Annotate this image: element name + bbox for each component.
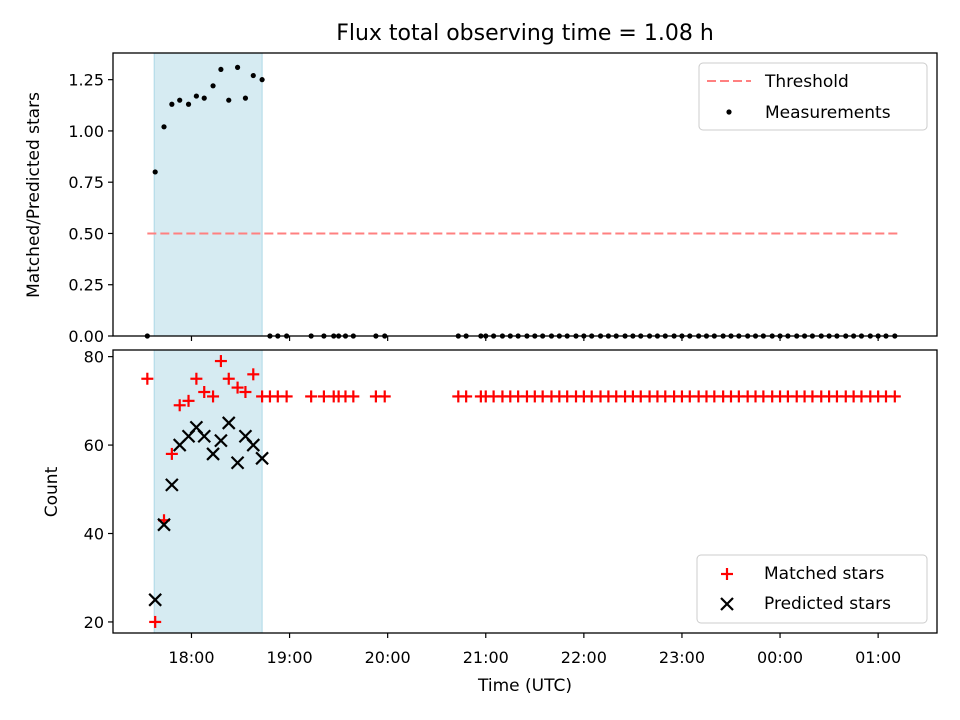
- bottom-y-tick-label: 80: [84, 348, 104, 367]
- top-legend: Threshold Measurements: [698, 62, 928, 131]
- predicted-star-point: [214, 433, 228, 448]
- predicted-star-point: [197, 429, 212, 444]
- matched-star-point: [190, 372, 203, 385]
- bottom-panel: 20 40 60 80 18:00 19:00 20:00 21:00 22:00 23:00 0…: [42, 348, 938, 696]
- bottom-y-tick-label: 20: [84, 613, 104, 632]
- predicted-star-point: [165, 478, 179, 492]
- top-y-tick-label: 0.00: [68, 327, 104, 346]
- matched-stars-points: [141, 355, 901, 628]
- measurement-point: [152, 169, 158, 175]
- predicted-star-point: [206, 447, 220, 461]
- bottom-y-tick-label: 60: [84, 436, 104, 455]
- measurement-point: [185, 101, 192, 107]
- matched-star-point: [888, 390, 901, 403]
- matched-star-point: [222, 372, 235, 385]
- bottom-plot-frame: [112, 349, 938, 634]
- legend-matched-swatch: [721, 568, 733, 580]
- legend-measurements-swatch: [726, 109, 732, 115]
- measurement-point: [177, 97, 183, 103]
- measurement-point: [226, 97, 232, 103]
- matched-star-point: [239, 386, 252, 399]
- matched-star-point: [165, 447, 178, 460]
- bottom-x-tick-label: 00:00: [757, 648, 803, 667]
- predicted-star-point: [221, 416, 236, 430]
- matched-star-point: [247, 368, 260, 381]
- measurement-point: [259, 77, 265, 83]
- bottom-x-tick-label: 23:00: [659, 648, 705, 667]
- top-y-tick-label: 0.25: [68, 276, 104, 295]
- bottom-x-tick-label: 20:00: [365, 648, 411, 667]
- bottom-x-tick-label: 19:00: [267, 648, 313, 667]
- matched-star-point: [141, 372, 154, 385]
- measurement-point: [161, 124, 167, 130]
- matched-star-point: [305, 390, 318, 403]
- measurement-point: [193, 93, 199, 99]
- matched-star-point: [231, 381, 244, 394]
- top-y-axis-ticks: 0.00 0.25 0.50 0.75 1.00 1.25: [68, 71, 113, 346]
- measurement-point: [201, 95, 207, 101]
- predicted-stars-points: [148, 416, 269, 607]
- x-axis-label: Time (UTC): [477, 676, 572, 696]
- top-plot-frame: [112, 52, 938, 337]
- predicted-star-point: [246, 438, 261, 452]
- matched-star-point: [378, 390, 391, 403]
- matched-star-point: [460, 390, 473, 403]
- top-legend-box: [698, 62, 928, 131]
- measurement-point: [210, 83, 216, 89]
- predicted-star-point: [157, 517, 171, 532]
- bottom-y-axis-ticks: 20 40 60 80: [84, 348, 113, 632]
- bottom-x-tick-label: 22:00: [561, 648, 607, 667]
- top-y-tick-label: 1.25: [68, 71, 104, 90]
- legend-threshold-label: Threshold: [764, 72, 849, 92]
- predicted-star-point: [148, 593, 162, 607]
- legend-predicted-swatch: [720, 597, 734, 611]
- bottom-x-axis-ticks: 18:00 19:00 20:00 21:00 22:00 23:00 00:00 01:00: [168, 633, 901, 667]
- legend-measurements-label: Measurements: [765, 103, 891, 123]
- bottom-y-tick-label: 40: [84, 525, 104, 544]
- matched-star-point: [214, 355, 227, 368]
- bottom-x-tick-label: 01:00: [855, 648, 901, 667]
- measurement-point: [242, 95, 249, 101]
- matched-star-point: [280, 390, 293, 403]
- bottom-legend: Matched stars Predicted stars: [696, 554, 928, 624]
- bottom-x-tick-label: 18:00: [168, 648, 214, 667]
- bottom-legend-box: [696, 554, 928, 624]
- matched-star-point: [198, 386, 211, 399]
- predicted-star-point: [255, 451, 269, 466]
- top-y-axis-label: Matched/Predicted stars: [24, 92, 44, 298]
- top-y-tick-label: 1.00: [68, 122, 104, 141]
- predicted-star-point: [230, 455, 245, 470]
- matched-star-point: [347, 390, 360, 403]
- top-x-axis-ticks: [190, 336, 879, 341]
- legend-matched-label: Matched stars: [764, 564, 884, 584]
- measurement-point: [234, 64, 241, 70]
- top-shaded-span: [153, 52, 263, 337]
- matched-star-point: [182, 394, 195, 407]
- measurement-point: [218, 66, 224, 73]
- top-y-tick-label: 0.75: [68, 173, 104, 192]
- chart-title: Flux total observing time = 1.08 h: [336, 21, 714, 46]
- measurement-point: [169, 101, 175, 107]
- matched-star-point: [173, 399, 186, 412]
- bottom-x-tick-label: 21:00: [463, 648, 509, 667]
- legend-predicted-label: Predicted stars: [764, 594, 891, 614]
- measurement-point: [250, 72, 256, 79]
- top-y-tick-label: 0.50: [68, 224, 104, 243]
- matched-star-point: [207, 390, 220, 403]
- bottom-y-axis-label: Count: [42, 466, 62, 517]
- top-panel: 0.00 0.25 0.50 0.75 1.00 1.25 Matched/Predict…: [24, 52, 938, 346]
- matched-star-point: [149, 615, 162, 628]
